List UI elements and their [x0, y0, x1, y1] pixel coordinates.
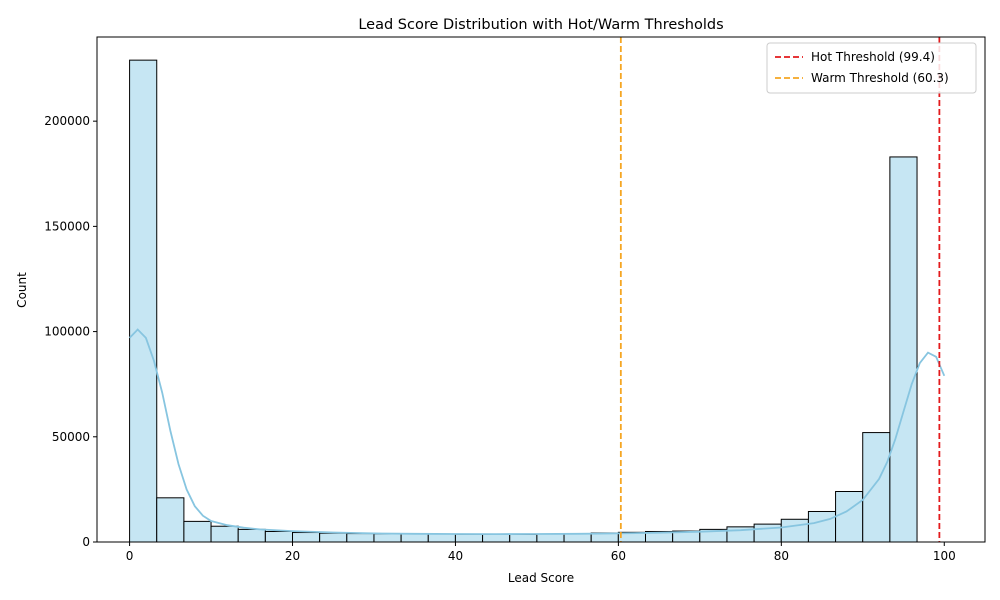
histogram-bar	[373, 533, 402, 543]
histogram-bar	[780, 518, 809, 543]
x-axis-label: Lead Score	[508, 571, 574, 585]
histogram-bar	[454, 533, 484, 543]
histogram-bar	[156, 497, 185, 543]
x-tick-label: 100	[933, 549, 956, 563]
kde-line	[128, 328, 946, 535]
y-tick-label: 150000	[44, 219, 90, 233]
plot-area	[96, 36, 986, 543]
histogram-bar	[264, 530, 294, 543]
chart-title: Lead Score Distribution with Hot/Warm Th…	[358, 17, 723, 33]
histogram-bar	[346, 533, 375, 543]
y-axis-label: Count	[15, 272, 29, 308]
y-tick-label: 0	[82, 535, 90, 549]
histogram-bar	[400, 533, 429, 543]
histogram-bar	[210, 525, 239, 543]
histogram-bar	[319, 532, 348, 543]
histogram-bar	[427, 533, 456, 543]
legend-box	[766, 42, 977, 94]
histogram-bar	[129, 59, 158, 543]
x-tick-label: 20	[285, 549, 300, 563]
histogram-bar	[482, 533, 511, 543]
histogram-bar	[862, 432, 891, 543]
y-axis: 0 50000 100000 150000 200000	[44, 114, 97, 549]
legend-entry: Warm Threshold (60.3)	[811, 71, 949, 85]
legend-entry: Hot Threshold (99.4)	[811, 50, 935, 64]
x-tick-label: 60	[611, 549, 626, 563]
histogram-bar	[183, 520, 212, 543]
histogram-bar	[292, 532, 321, 543]
histogram-bar	[889, 156, 918, 543]
histogram-bar	[563, 533, 592, 543]
histogram-bar	[509, 533, 538, 543]
histogram-bar	[237, 528, 266, 543]
y-tick-label: 50000	[52, 430, 90, 444]
x-tick-label: 80	[774, 549, 789, 563]
histogram-bar	[536, 533, 565, 543]
x-tick-label: 0	[126, 549, 134, 563]
histogram-bar	[753, 523, 782, 543]
y-tick-label: 200000	[44, 114, 90, 128]
legend: Hot Threshold (99.4) Warm Threshold (60.3…	[766, 42, 977, 94]
plot-frame	[96, 36, 986, 543]
histogram-bar	[835, 491, 864, 543]
x-axis: 0 20 40 60 80 100	[126, 542, 956, 563]
x-tick-label: 40	[448, 549, 463, 563]
y-tick-label: 100000	[44, 325, 90, 339]
histogram-bar	[807, 510, 837, 543]
